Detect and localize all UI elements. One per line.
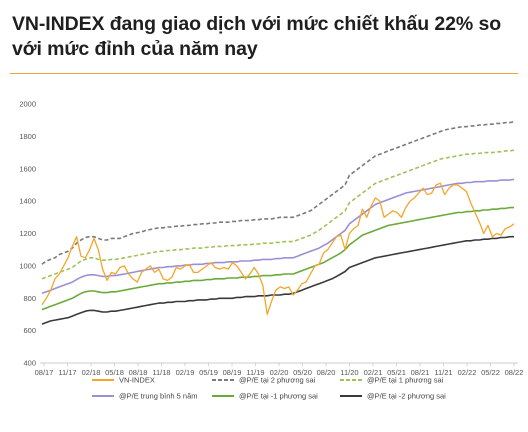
legend-label-3: @P/E trung bình 5 năm	[119, 392, 198, 401]
y-tick-label-6: 1600	[19, 164, 36, 173]
x-tick-label-20: 08/22	[505, 368, 524, 377]
x-tick-label-18: 02/22	[458, 368, 477, 377]
x-tick-label-14: 02/21	[364, 368, 383, 377]
y-tick-label-2: 800	[23, 294, 36, 303]
title-underline	[10, 73, 518, 74]
legend-label-2: @P/E tại 1 phương sai	[367, 376, 444, 385]
y-tick-label-4: 1200	[19, 229, 36, 238]
series-line-3	[41, 178, 515, 295]
y-tick-label-1: 600	[23, 326, 36, 335]
y-tick-label-5: 1400	[19, 197, 36, 206]
series-line-4	[41, 206, 514, 311]
x-tick-label-19: 05/22	[481, 368, 500, 377]
x-tick-label-1: 11/17	[58, 368, 76, 377]
y-tick-label-8: 2000	[19, 100, 36, 109]
x-tick-label-15: 05/21	[387, 368, 406, 377]
chart-title: VN-INDEX đang giao dịch với mức chiết kh…	[12, 13, 502, 60]
legend-label-5: @P/E tại -2 phương sai	[367, 392, 446, 401]
x-tick-label-12: 08/20	[317, 368, 336, 377]
x-tick-label-13: 11/20	[340, 368, 358, 377]
series-line-5	[41, 235, 514, 325]
legend-label-1: @P/E tại 2 phương sai	[239, 376, 316, 385]
y-tick-label-0: 400	[23, 359, 36, 368]
x-tick-label-6: 02/19	[176, 368, 195, 377]
series-line-1	[41, 121, 515, 265]
y-tick-label-3: 1000	[19, 261, 36, 270]
legend-label-0: VN-INDEX	[119, 376, 155, 385]
y-tick-label-7: 1800	[19, 132, 36, 141]
x-tick-label-16: 08/21	[411, 368, 430, 377]
x-tick-label-17: 11/21	[434, 368, 452, 377]
x-tick-label-0: 08/17	[35, 368, 54, 377]
x-tick-label-5: 11/18	[152, 368, 170, 377]
legend-label-4: @P/E tại -1 phương sai	[239, 392, 318, 401]
x-tick-label-9: 11/19	[246, 368, 264, 377]
x-tick-label-4: 08/18	[129, 368, 148, 377]
x-tick-label-3: 05/18	[105, 368, 124, 377]
x-tick-label-8: 08/19	[223, 368, 242, 377]
x-tick-label-2: 02/18	[82, 368, 101, 377]
x-tick-label-11: 05/20	[293, 368, 312, 377]
series-line-0	[41, 182, 515, 316]
x-tick-label-10: 02/20	[270, 368, 289, 377]
x-tick-label-7: 05/19	[199, 368, 218, 377]
series-line-2	[41, 149, 515, 280]
